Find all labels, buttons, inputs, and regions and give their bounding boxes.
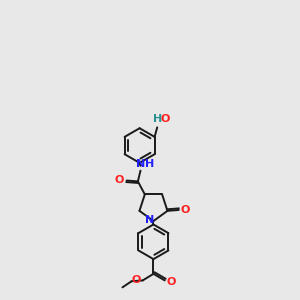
Text: O: O	[161, 114, 170, 124]
Text: O: O	[115, 175, 124, 185]
Text: O: O	[167, 277, 176, 287]
Text: O: O	[181, 205, 190, 215]
Text: N: N	[145, 214, 154, 225]
Text: O: O	[131, 275, 141, 285]
Text: H: H	[145, 159, 154, 169]
Text: N: N	[136, 159, 145, 169]
Text: H: H	[153, 114, 162, 124]
